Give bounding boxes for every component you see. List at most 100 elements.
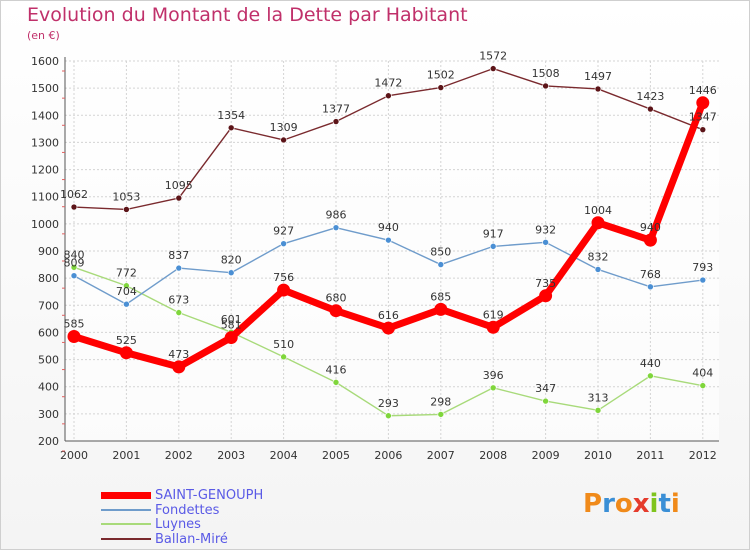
data-point-saint-genouph [486, 320, 500, 334]
chart-title: Evolution du Montant de la Dette par Hab… [27, 4, 468, 26]
legend-label-saint-genouph: SAINT-GENOUPH [155, 487, 264, 503]
logo-letter: P [583, 489, 603, 519]
x-tick-label: 2005 [322, 449, 350, 462]
data-label-fondettes: 768 [640, 268, 661, 281]
data-point-saint-genouph [172, 360, 186, 374]
data-point-luynes [70, 263, 78, 271]
data-label-ballan-mir: 1354 [217, 109, 245, 122]
y-tick-label: 1500 [31, 82, 59, 95]
data-label-ballan-mir: 1502 [427, 69, 455, 82]
data-point-ballan-mir [385, 92, 392, 100]
data-label-saint-genouph: 581 [221, 319, 242, 332]
x-tick-label: 2010 [584, 449, 612, 462]
data-point-saint-genouph [67, 330, 81, 343]
data-label-saint-genouph: 756 [273, 271, 294, 284]
data-point-luynes [280, 353, 287, 361]
data-label-saint-genouph: 1004 [584, 204, 612, 217]
data-label-ballan-mir: 1472 [374, 77, 402, 90]
data-label-luynes: 772 [116, 267, 137, 280]
data-label-luynes: 396 [483, 369, 504, 382]
data-label-saint-genouph: 685 [430, 290, 451, 303]
data-point-ballan-mir [280, 136, 287, 144]
data-label-fondettes: 704 [116, 285, 137, 298]
data-point-saint-genouph [224, 331, 238, 345]
data-label-saint-genouph: 619 [483, 308, 504, 321]
data-point-ballan-mir [489, 65, 497, 72]
y-tick-label: 200 [38, 435, 59, 448]
data-point-saint-genouph [643, 233, 657, 247]
data-label-fondettes: 940 [378, 221, 399, 234]
y-tick-label: 1200 [31, 164, 59, 177]
data-label-ballan-mir: 1497 [584, 70, 612, 83]
data-label-saint-genouph: 585 [64, 318, 85, 331]
data-point-fondettes [699, 276, 707, 284]
x-tick-label: 2000 [60, 449, 88, 462]
data-label-fondettes: 986 [326, 209, 347, 222]
data-point-saint-genouph [277, 283, 291, 297]
data-label-luynes: 298 [430, 395, 451, 408]
data-label-ballan-mir: 1423 [636, 90, 664, 103]
data-label-fondettes: 809 [64, 257, 85, 270]
x-tick-label: 2007 [427, 449, 455, 462]
logo-letter: i [649, 489, 659, 519]
data-point-ballan-mir [647, 105, 654, 113]
data-point-fondettes [70, 272, 78, 280]
data-point-saint-genouph [591, 216, 605, 230]
data-label-ballan-mir: 1572 [479, 50, 507, 63]
data-point-ballan-mir [175, 194, 183, 202]
logo-letter: t [658, 489, 671, 519]
y-tick-label: 500 [38, 354, 59, 367]
data-label-fondettes: 820 [221, 254, 242, 267]
data-label-fondettes: 837 [168, 249, 189, 262]
data-label-luynes: 293 [378, 397, 399, 410]
data-point-ballan-mir [332, 118, 340, 125]
data-point-saint-genouph [539, 289, 553, 303]
legend-item-saint-genouph: SAINT-GENOUPH [101, 487, 263, 503]
data-point-fondettes [437, 261, 445, 268]
x-tick-label: 2009 [532, 449, 560, 462]
data-point-ballan-mir [123, 206, 130, 213]
x-tick-label: 2011 [636, 449, 664, 462]
data-label-ballan-mir: 1347 [689, 111, 717, 124]
logo-letter: x [632, 489, 650, 519]
y-tick-label: 1300 [31, 136, 59, 149]
data-point-fondettes [332, 224, 340, 231]
data-point-luynes [647, 372, 654, 380]
y-tick-label: 900 [38, 245, 59, 258]
data-label-ballan-mir: 1062 [60, 188, 88, 201]
data-label-luynes: 404 [692, 367, 713, 380]
data-label-ballan-mir: 1309 [270, 121, 298, 134]
data-label-saint-genouph: 616 [378, 309, 399, 322]
data-label-luynes: 601 [221, 313, 242, 326]
data-point-saint-genouph [381, 321, 395, 335]
logo-letter: o [614, 489, 633, 519]
legend-swatch-fondettes [101, 509, 151, 511]
data-point-luynes [437, 411, 445, 418]
data-point-fondettes [227, 269, 235, 277]
data-label-saint-genouph: 1446 [689, 84, 717, 97]
data-point-ballan-mir [542, 82, 549, 90]
legend-label-luynes: Luynes [155, 516, 201, 532]
data-point-ballan-mir [70, 203, 78, 211]
plot-area [65, 61, 719, 441]
data-point-fondettes [280, 240, 287, 247]
data-point-ballan-mir [227, 124, 235, 132]
y-tick-label: 1600 [31, 55, 59, 68]
y-tick-label: 700 [38, 299, 59, 312]
chart-subtitle: (en €) [27, 29, 60, 42]
data-point-ballan-mir [699, 126, 707, 133]
data-label-luynes: 673 [168, 294, 189, 307]
data-label-luynes: 840 [64, 248, 85, 261]
legend-swatch-luynes [101, 523, 151, 525]
data-label-fondettes: 832 [588, 250, 609, 263]
data-label-luynes: 510 [273, 338, 294, 351]
y-tick-label: 300 [38, 408, 59, 421]
data-label-fondettes: 850 [430, 246, 451, 259]
data-point-luynes [542, 397, 549, 405]
y-tick-label: 400 [38, 381, 59, 394]
data-label-ballan-mir: 1053 [112, 190, 140, 203]
data-label-luynes: 347 [535, 382, 556, 395]
data-point-ballan-mir [437, 84, 445, 91]
data-point-luynes [699, 382, 707, 389]
